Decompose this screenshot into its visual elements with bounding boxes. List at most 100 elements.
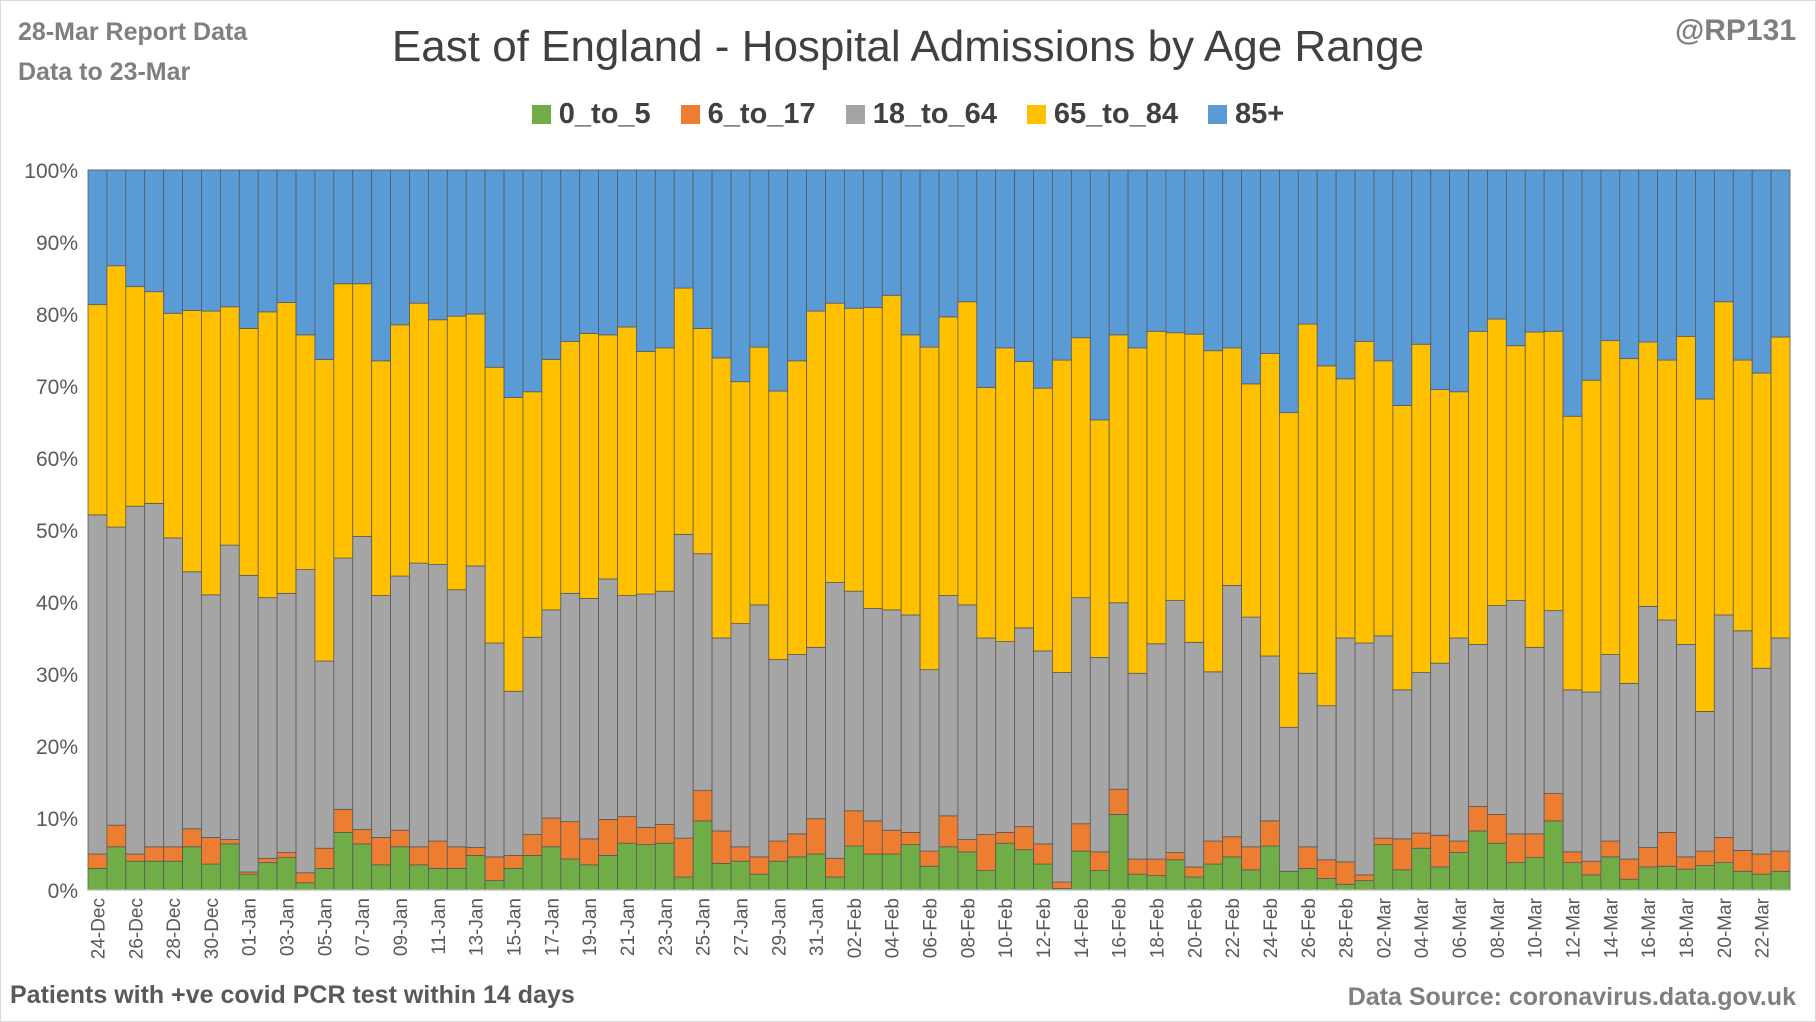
bar-segment-18_to_64: [1279, 726, 1299, 872]
bar-segment-0_to_5: [257, 862, 278, 891]
bar-segment-65_to_84: [238, 327, 259, 576]
bar-segment-0_to_5: [295, 882, 316, 891]
bar-segment-18_to_64: [409, 562, 429, 848]
bar-segment-85plus: [1751, 169, 1772, 374]
bar-segment-85plus: [1222, 169, 1242, 349]
bar-segment-6_to_17: [654, 824, 675, 844]
bar-segment-85plus: [560, 169, 581, 342]
bar-segment-65_to_84: [1751, 372, 1772, 669]
bar-segment-0_to_5: [1713, 862, 1734, 891]
bar-segment-85plus: [522, 169, 543, 393]
bar-segment-65_to_84: [87, 304, 108, 516]
bar-segment-65_to_84: [219, 306, 240, 546]
bar-segment-18_to_64: [1146, 643, 1167, 860]
x-tick-label: 16-Mar: [1639, 897, 1660, 958]
bar-segment-65_to_84: [144, 291, 165, 504]
bar-segment-6_to_17: [825, 857, 845, 878]
bar-segment-6_to_17: [957, 839, 978, 853]
bar-segment-65_to_84: [1638, 341, 1659, 607]
bar-segment-65_to_84: [1316, 365, 1337, 707]
x-tick-label: 22-Mar: [1753, 897, 1774, 958]
bar-segment-85plus: [673, 169, 694, 289]
bar-segment-6_to_17: [446, 846, 467, 869]
y-tick-label: 100%: [24, 160, 78, 183]
bar-segment-18_to_64: [1638, 605, 1659, 848]
bar-segment-65_to_84: [957, 301, 978, 606]
bar-segment-6_to_17: [295, 872, 316, 884]
bar-segment-85plus: [919, 169, 940, 348]
bar-segment-85plus: [371, 169, 391, 362]
bar-segment-65_to_84: [1146, 330, 1167, 645]
bar-segment-65_to_84: [806, 310, 826, 648]
bar-segment-0_to_5: [541, 846, 562, 891]
bar-segment-0_to_5: [1638, 866, 1659, 891]
bar-segment-65_to_84: [1108, 334, 1129, 604]
bar-segment-65_to_84: [787, 360, 808, 655]
bar-segment-85plus: [1713, 169, 1734, 303]
bar-segment-18_to_64: [87, 514, 108, 855]
x-tick-label: 19-Jan: [580, 898, 601, 956]
bar-segment-18_to_64: [484, 642, 505, 858]
bar-segment-0_to_5: [1468, 830, 1488, 891]
bar-segment-0_to_5: [1411, 847, 1432, 891]
bar-segment-18_to_64: [390, 575, 410, 831]
bar-segment-85plus: [1487, 169, 1507, 320]
bar-segment-18_to_64: [881, 609, 902, 831]
bar-segment-85plus: [427, 169, 448, 321]
bar-segment-65_to_84: [1562, 415, 1583, 691]
bar-segment-85plus: [276, 169, 297, 303]
bar-segment-18_to_64: [1373, 635, 1394, 839]
bar-segment-0_to_5: [163, 860, 183, 891]
bar-segment-65_to_84: [371, 360, 391, 596]
bar-segment-0_to_5: [1430, 866, 1450, 891]
bar-segment-65_to_84: [1487, 318, 1507, 607]
bar-segment-85plus: [579, 169, 600, 334]
bar-segment-85plus: [87, 169, 108, 306]
bar-segment-85plus: [201, 169, 221, 312]
bar-segment-65_to_84: [409, 302, 429, 564]
bar-segment-18_to_64: [1070, 597, 1091, 825]
bar-segment-85plus: [1127, 169, 1148, 349]
x-tick-label: 24-Dec: [88, 898, 109, 959]
bar-segment-65_to_84: [1657, 359, 1677, 621]
bar-segment-6_to_17: [1770, 850, 1791, 872]
bar-segment-6_to_17: [1487, 814, 1507, 844]
bar-segment-6_to_17: [163, 846, 183, 862]
bar-segment-6_to_17: [1297, 846, 1318, 869]
bar-segment-18_to_64: [125, 505, 146, 855]
bar-segment-85plus: [219, 169, 240, 308]
x-tick-label: 04-Mar: [1412, 897, 1433, 958]
bar-segment-0_to_5: [1297, 868, 1318, 891]
bar-segment-0_to_5: [427, 868, 448, 891]
bar-segment-65_to_84: [1713, 301, 1734, 616]
bar-segment-6_to_17: [1127, 858, 1148, 875]
bar-segment-6_to_17: [711, 830, 732, 864]
bar-segment-18_to_64: [1600, 654, 1621, 842]
bar-segment-65_to_84: [881, 294, 902, 611]
bar-segment-6_to_17: [938, 815, 959, 848]
bar-segment-85plus: [144, 169, 165, 293]
bar-segment-85plus: [1581, 169, 1602, 381]
legend-swatch: [845, 105, 865, 124]
bar-segment-18_to_64: [862, 608, 883, 822]
bar-segment-18_to_64: [1581, 691, 1602, 862]
bar-segment-85plus: [1297, 169, 1318, 325]
x-tick-label: 01-Jan: [240, 898, 261, 956]
bar-segment-85plus: [1619, 169, 1640, 360]
bar-segment-6_to_17: [1581, 860, 1602, 876]
bar-segment-6_to_17: [144, 846, 165, 862]
bar-segment-18_to_64: [806, 646, 826, 820]
bar-segment-18_to_64: [1165, 600, 1186, 853]
bar-segment-85plus: [1392, 169, 1413, 406]
bar-segment-65_to_84: [522, 391, 543, 638]
bar-segment-6_to_17: [503, 855, 524, 869]
bar-segment-6_to_17: [201, 837, 221, 865]
bar-segment-65_to_84: [1203, 350, 1224, 673]
bar-segment-65_to_84: [900, 334, 921, 616]
bar-segment-18_to_64: [257, 597, 278, 859]
bar-segment-65_to_84: [1335, 378, 1356, 639]
bar-segment-85plus: [1732, 169, 1753, 361]
bar-segment-18_to_64: [427, 564, 448, 842]
bar-segment-18_to_64: [1316, 705, 1337, 861]
bar-segment-0_to_5: [806, 853, 826, 891]
